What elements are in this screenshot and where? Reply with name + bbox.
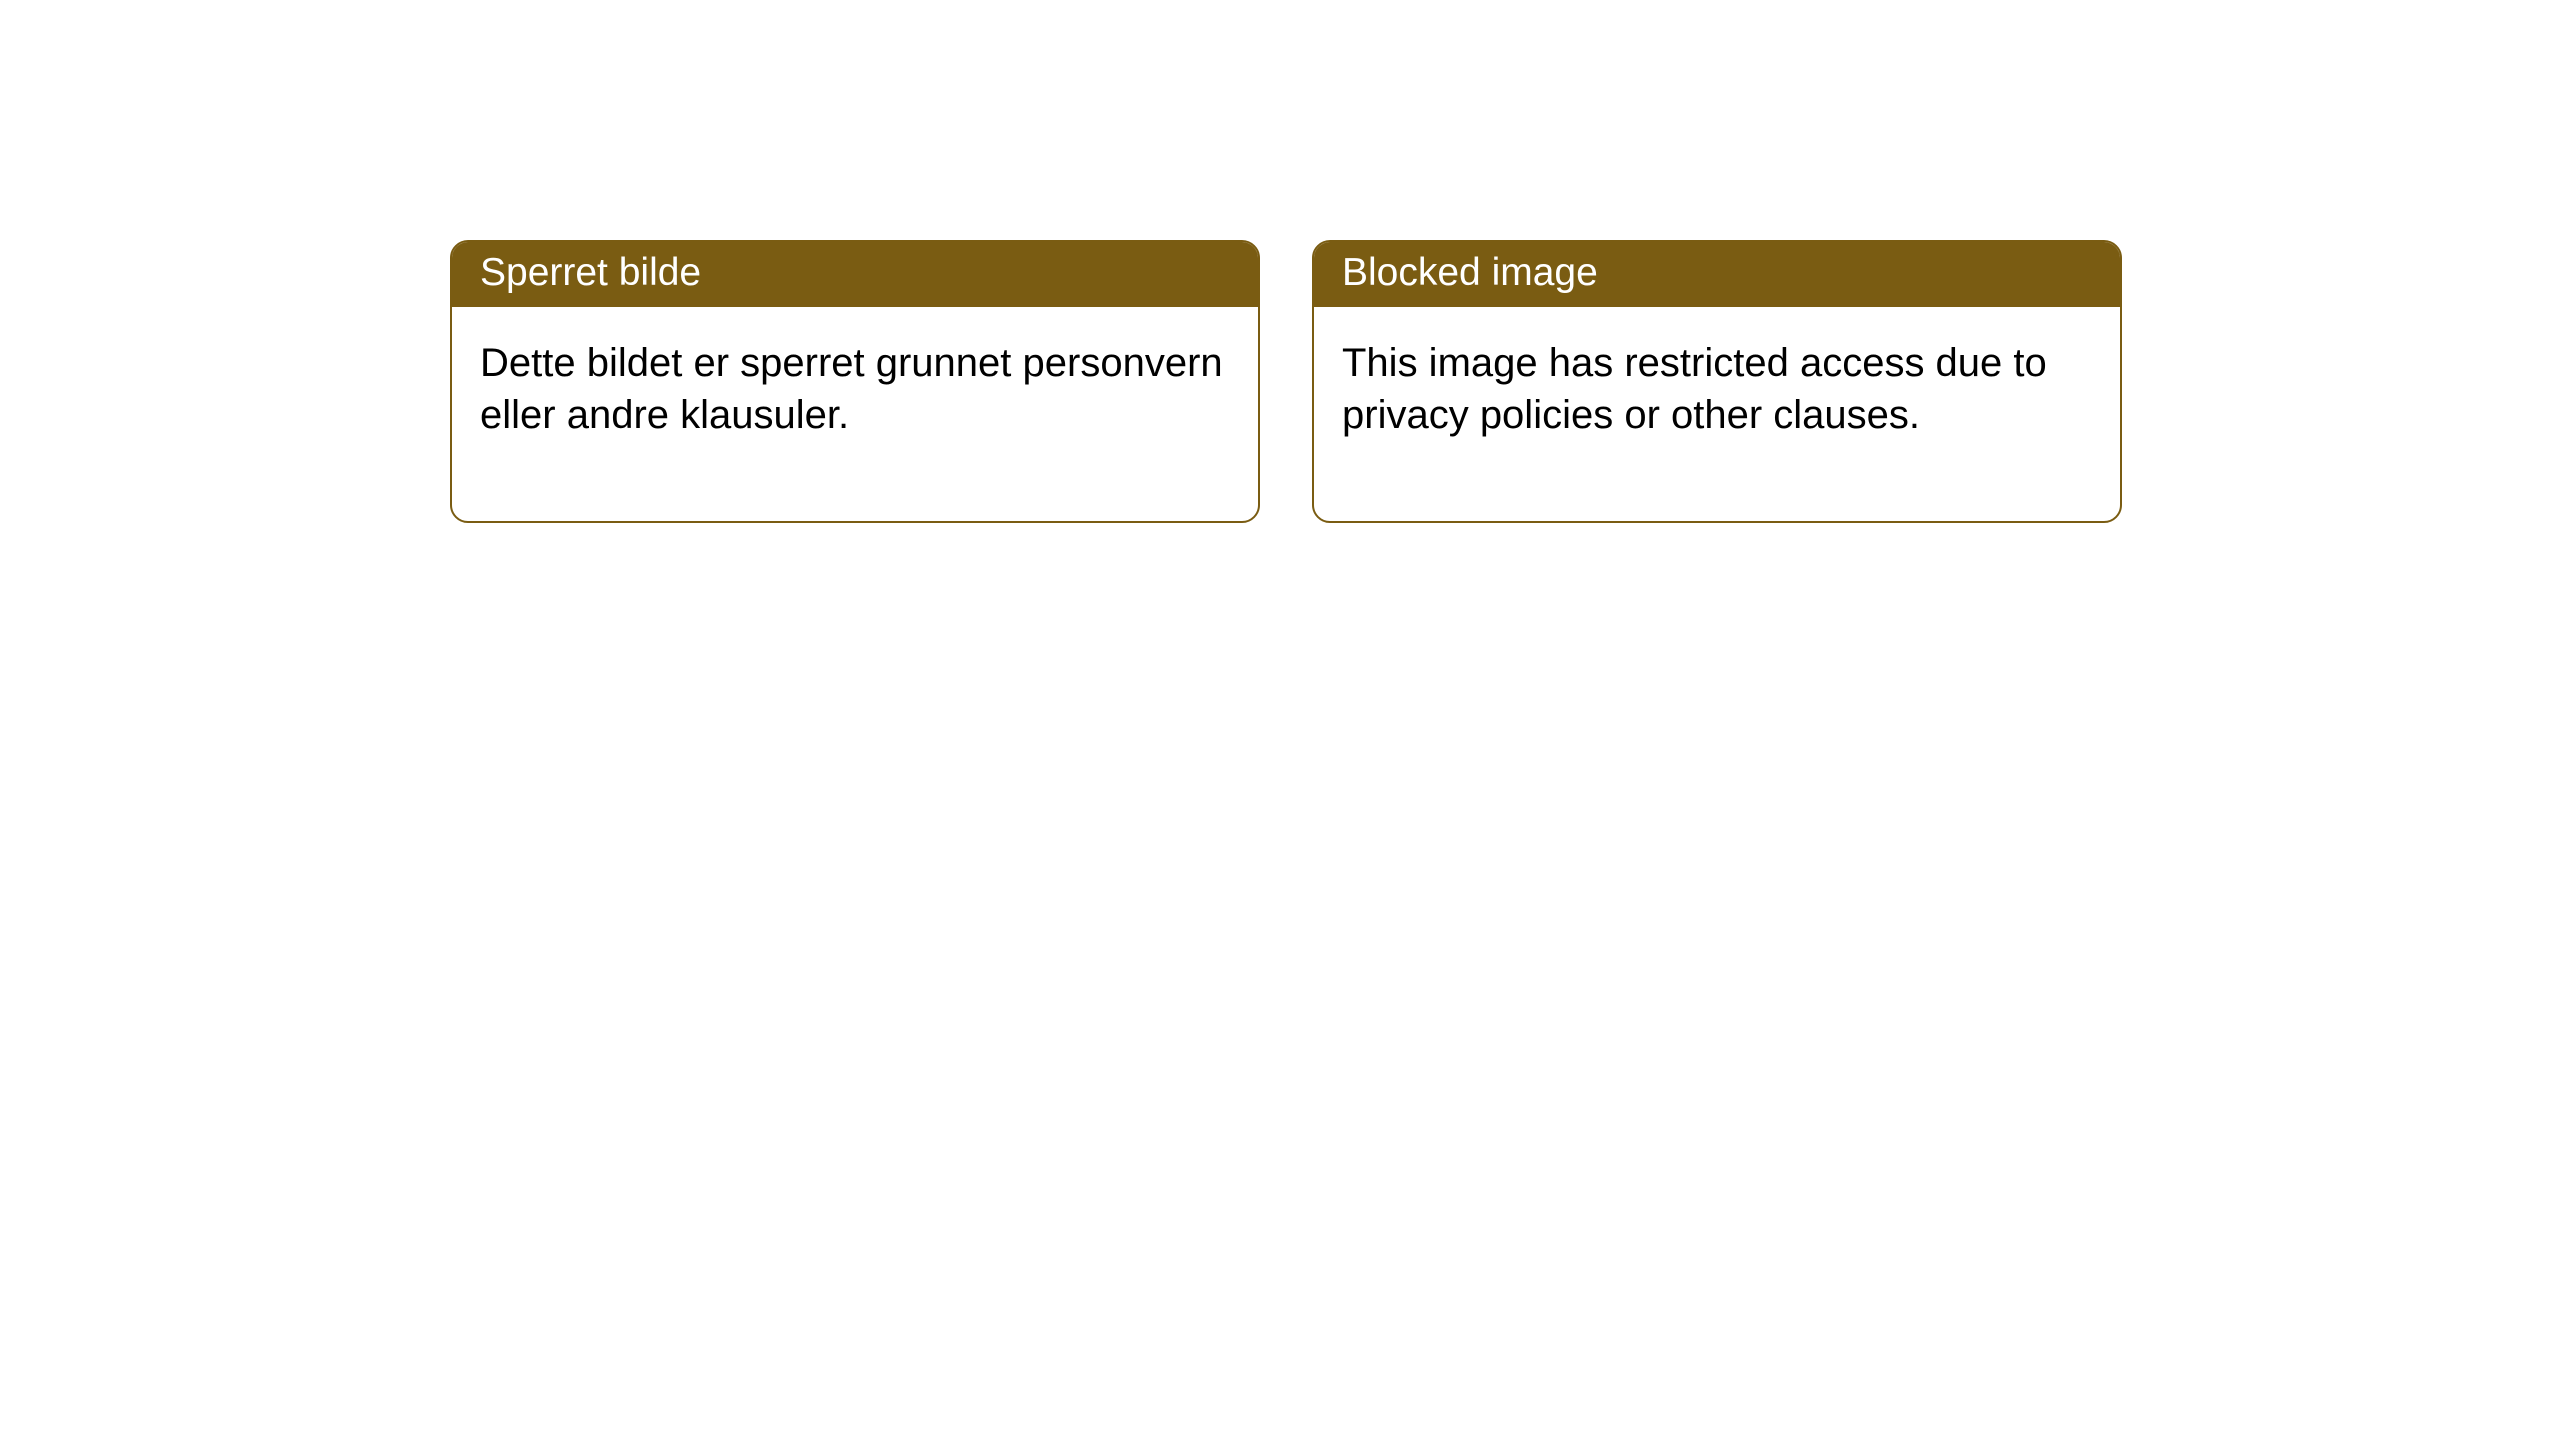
notice-card-norwegian: Sperret bilde Dette bildet er sperret gr…	[450, 240, 1260, 523]
notice-container: Sperret bilde Dette bildet er sperret gr…	[0, 0, 2560, 523]
notice-body-norwegian: Dette bildet er sperret grunnet personve…	[452, 307, 1258, 521]
notice-card-english: Blocked image This image has restricted …	[1312, 240, 2122, 523]
notice-title-english: Blocked image	[1314, 242, 2120, 307]
notice-body-english: This image has restricted access due to …	[1314, 307, 2120, 521]
notice-title-norwegian: Sperret bilde	[452, 242, 1258, 307]
